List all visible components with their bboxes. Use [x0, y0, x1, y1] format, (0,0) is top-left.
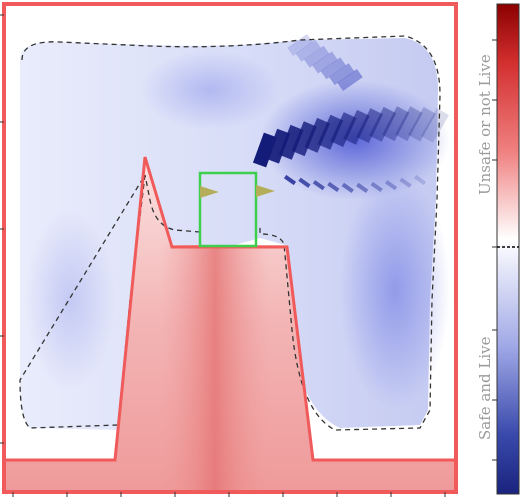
high-value-blob-right — [340, 170, 450, 410]
robot-pose-small — [385, 180, 398, 191]
robot-pose-faint — [295, 39, 322, 62]
heatmap-field — [4, 4, 456, 492]
zero-level-set-contour — [19, 35, 441, 431]
colorbar-ticks — [492, 39, 497, 461]
robot-pose — [252, 132, 278, 168]
robot-pose — [343, 109, 370, 145]
robot-pose-small — [312, 180, 325, 191]
high-value-blob-top — [140, 50, 280, 130]
robot-pose — [356, 108, 383, 144]
robot-pose-small — [356, 182, 369, 193]
robot-pose — [382, 106, 410, 142]
colorbar-scale — [496, 3, 520, 495]
robot-pose — [291, 121, 317, 157]
robot-pose — [278, 124, 304, 160]
robot-pose-small — [341, 182, 354, 193]
obstacle-boundary — [4, 156, 456, 462]
colorbar-bottom-label: Safe and Live — [476, 336, 494, 440]
robot-pose-faint — [303, 45, 330, 68]
obstacle-core — [160, 245, 270, 492]
goal-heading-marker-right — [256, 185, 275, 197]
robot-pose — [395, 106, 423, 142]
robot-pose — [304, 117, 331, 153]
robot-pose-small — [413, 174, 427, 186]
goal-region — [198, 171, 258, 248]
colorbar: Unsafe or not Live Safe and Live — [476, 3, 520, 495]
goal-heading-marker-left — [200, 186, 219, 198]
robot-pose-small — [399, 177, 412, 188]
robot-pose-small — [327, 181, 340, 193]
robot-pose — [420, 108, 450, 143]
robot-pose-faint — [312, 51, 338, 74]
workspace-boundary — [2, 2, 458, 494]
robot-pose — [408, 106, 436, 142]
robot-pose-faint — [320, 57, 347, 80]
high-value-blob-left — [25, 210, 115, 390]
colorbar-top-label: Unsafe or not Live — [476, 54, 494, 195]
trajectory — [252, 34, 450, 193]
robot-pose-small — [370, 181, 383, 193]
robot-pose — [317, 114, 344, 150]
robot-pose — [265, 128, 291, 164]
robot-pose-small — [298, 177, 311, 188]
robot-pose-faint — [328, 63, 355, 86]
robot-pose-small — [283, 174, 297, 186]
robot-pose-faint — [287, 34, 313, 56]
robot-pose — [369, 106, 397, 142]
robot-pose-faint — [337, 69, 363, 91]
axis-ticks — [0, 14, 446, 497]
robot-pose — [330, 112, 357, 148]
